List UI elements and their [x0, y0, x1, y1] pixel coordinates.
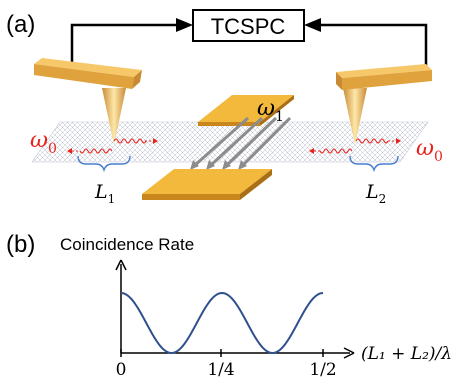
left-plasmon-wave — [67, 138, 158, 154]
tcspc-label: TCSPC — [211, 14, 286, 39]
x-axis-label: (L₁ + L₂)/λ — [361, 344, 452, 364]
tcspc-wiring — [70, 18, 428, 66]
L2-label: L2 — [365, 181, 386, 206]
coincidence-curve — [120, 291, 324, 355]
omega0-left-label: ω0 — [30, 128, 57, 157]
left-probe-tip — [34, 58, 142, 145]
tcspc-box — [192, 9, 305, 42]
y-axis-label: Coincidence Rate — [60, 235, 194, 254]
bottom-electrode — [142, 169, 272, 200]
right-probe-tip — [336, 64, 432, 145]
coupling-arrows — [190, 116, 292, 170]
omega0-right-label: ω0 — [416, 136, 443, 165]
x-tick-label-1: 1/4 — [207, 360, 234, 380]
right-plasmon-wave — [309, 138, 401, 154]
x-tick-label-0: 0 — [116, 360, 127, 380]
x-axis-arrow — [343, 347, 355, 359]
panel-b-label: (b) — [6, 231, 35, 258]
panel-a-label: (a) — [6, 11, 35, 38]
L1-brace — [77, 155, 131, 173]
omega1-label: ω1 — [257, 96, 284, 125]
y-axis-arrow — [115, 259, 127, 271]
x-tick-label-2: 1/2 — [309, 360, 336, 380]
L1-label: L1 — [94, 181, 115, 206]
L2-brace — [349, 155, 399, 173]
